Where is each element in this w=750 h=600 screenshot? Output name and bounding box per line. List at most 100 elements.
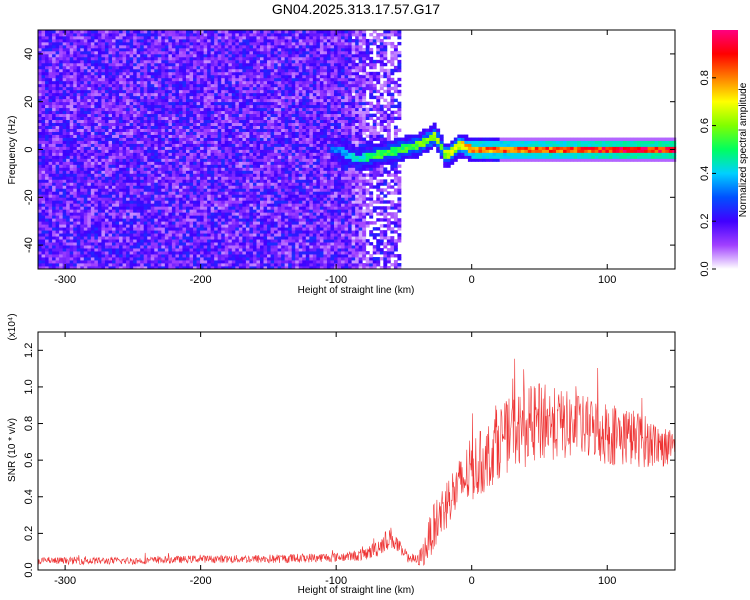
spectrogram-cell (210, 203, 215, 207)
spectrogram-cell (122, 56, 127, 61)
spectrogram-cell (235, 209, 240, 213)
spectrogram-cell (115, 245, 120, 249)
spectrogram-cell (238, 113, 243, 118)
spectrogram-cell (59, 158, 64, 162)
spectrogram-cell (214, 59, 219, 64)
spectrogram-cell (154, 86, 159, 91)
spectrogram-cell (45, 128, 49, 132)
spectrogram-cell (171, 197, 176, 201)
spectrogram-cell (157, 176, 162, 180)
spectrogram-cell (238, 65, 243, 70)
spectrogram-cell (119, 266, 123, 270)
spectrogram-cell (217, 134, 222, 138)
spectrogram-cell (182, 128, 187, 132)
spectrogram-cell (245, 155, 250, 159)
spectrogram-cell (76, 125, 81, 129)
spectrogram-cell (150, 113, 155, 118)
spectrogram-cell (41, 119, 46, 124)
spectrogram-cell (203, 137, 208, 141)
spectrogram-cell (133, 101, 138, 106)
spectrogram-cell (203, 140, 208, 144)
spectrogram-cell (76, 206, 81, 210)
spectrogram-cell (129, 113, 134, 118)
spectrogram-cell (189, 47, 194, 52)
spectrogram-cell (97, 230, 102, 234)
spectrogram-cell (62, 68, 67, 73)
spectrogram-cell (87, 92, 92, 97)
spectrogram-cell (189, 182, 194, 186)
spectrogram-cell (136, 59, 141, 64)
spectrogram-cell (189, 176, 194, 180)
spectrogram-cell (207, 119, 212, 124)
spectrogram-cell (178, 164, 183, 168)
spectrogram-cell (203, 227, 208, 231)
spectrogram-cell (231, 98, 236, 103)
spectrogram-cell (214, 170, 219, 174)
spectrogram-cell (256, 251, 261, 255)
spectrogram-cell (94, 221, 99, 225)
spectrogram-cell (115, 221, 120, 225)
spectrogram-cell (168, 212, 173, 216)
spectrogram-cell (73, 119, 78, 124)
spectrogram-cell (224, 68, 229, 73)
spectrogram-cell (207, 131, 212, 135)
spectrogram-cell (83, 74, 88, 79)
spectrogram-cell (228, 44, 233, 49)
spectrogram-cell (196, 59, 201, 64)
spectrogram-cell (126, 41, 131, 46)
spectrogram-cell (90, 74, 95, 79)
spectrogram-cell (55, 47, 60, 52)
spectrogram-cell (52, 242, 57, 246)
spectrogram-cell (108, 74, 113, 79)
spectrogram-cell (210, 191, 215, 195)
spectrogram-cell (207, 41, 212, 46)
spectrogram-cell (210, 80, 215, 85)
spectrogram-cell (171, 131, 176, 135)
spectrogram-cell (157, 203, 162, 207)
spectrogram-cell (73, 260, 78, 264)
spectrogram-cell (189, 188, 194, 192)
spectrogram-cell (164, 140, 169, 144)
spectrogram-cell (136, 248, 141, 252)
spectrogram-cell (73, 188, 78, 192)
spectrogram-cell (164, 50, 169, 55)
spectrogram-cell (224, 137, 229, 141)
spectrogram-cell (119, 164, 123, 168)
spectrogram-cell (203, 254, 208, 258)
spectrogram-cell (115, 95, 120, 100)
spectrogram-cell (224, 197, 229, 201)
spectrogram-cell (157, 164, 162, 168)
spectrogram-cell (221, 86, 226, 91)
spectrogram-cell (45, 30, 49, 34)
spectrogram-cell (101, 95, 106, 100)
spectrogram-cell (90, 176, 95, 180)
spectrogram-cell (154, 131, 159, 135)
spectrogram-cell (112, 236, 116, 240)
spectrogram-cell (80, 236, 85, 240)
spectrogram-cell (200, 83, 205, 88)
spectrogram-cell (157, 257, 162, 261)
spectrogram-cell (66, 38, 71, 43)
spectrogram-cell (207, 47, 212, 52)
spectrogram-cell (182, 218, 187, 222)
spectrogram-cell (41, 224, 46, 228)
spectrogram-cell (52, 155, 57, 159)
spectrogram-cell (41, 257, 46, 261)
spectrogram-cell (126, 260, 131, 264)
spectrogram-cell (242, 146, 247, 150)
spectrogram-cell (41, 104, 46, 109)
spectrogram-cell (48, 140, 53, 144)
spectrogram-cell (203, 215, 208, 219)
spectrogram-cell (182, 215, 187, 219)
spectrogram-cell (154, 215, 159, 219)
spectrogram-cell (189, 230, 194, 234)
spectrogram-cell (217, 53, 222, 58)
spectrogram-cell (221, 80, 226, 85)
spectrogram-cell (210, 50, 215, 55)
spectrogram-cell (221, 236, 226, 240)
spectrogram-cell (256, 191, 261, 195)
spectrogram-cell (52, 146, 57, 150)
spectrogram-cell (193, 200, 197, 204)
spectrogram-cell (168, 149, 173, 153)
spectrogram-cell (200, 113, 205, 118)
